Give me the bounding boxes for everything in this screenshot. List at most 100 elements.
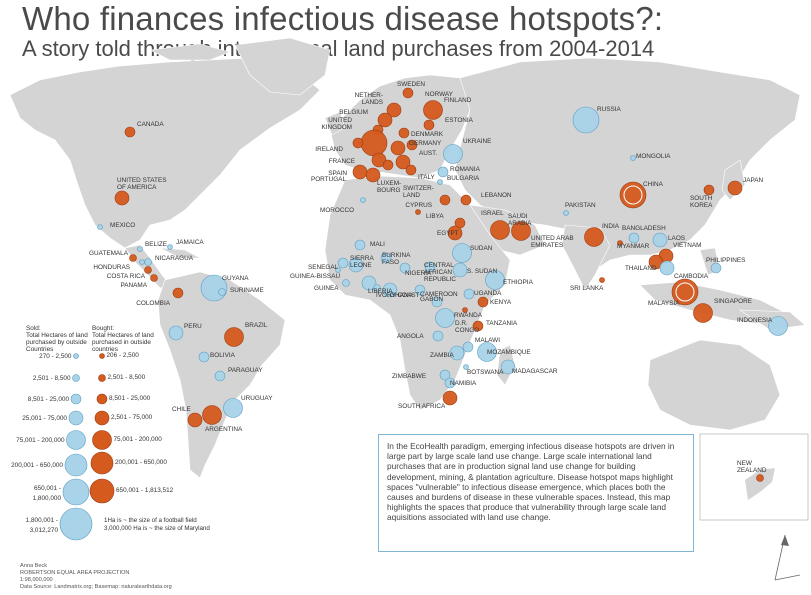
- scale-note: 1Ha is ~ the size of a football field 3,…: [104, 517, 210, 532]
- marker-united-arab-emirates: [511, 221, 531, 241]
- label-guyana: GUYANA: [222, 275, 249, 282]
- label-philippines: PHILIPPINES: [706, 257, 745, 264]
- marker-colombia: [172, 287, 184, 299]
- new-zealand-shape: [745, 468, 775, 500]
- label-ghana: GHANA: [390, 292, 413, 299]
- marker-south-africa: [442, 390, 458, 406]
- marker-belize: [137, 246, 143, 252]
- label-colombia: COLOMBIA: [136, 300, 170, 307]
- label-united-states-of-america: UNITED STATES OF AMERICA: [117, 177, 166, 191]
- legend-bought-header: Bought: Total Hectares of land purchased…: [92, 325, 154, 353]
- label-germany: GERMANY: [409, 140, 442, 147]
- country-labels: CANADA UNITED STATES OF AMERICA MEXICO GUATE…: [89, 81, 773, 433]
- marker-cameroon: [414, 284, 426, 296]
- marker-jamaica: [167, 244, 173, 250]
- marker-nether-lands: [377, 112, 393, 128]
- label-sierra-leone: SIERRA LEONE: [350, 255, 375, 269]
- label-suriname: SURINAME: [230, 287, 264, 294]
- label-brazil: BRAZIL: [245, 322, 268, 329]
- marker-namibia: [444, 377, 456, 389]
- legend-bought-range: 2,501 - 75,000: [111, 414, 153, 421]
- marker-denmark: [398, 127, 410, 139]
- label-nigeria: NIGERIA: [405, 270, 432, 277]
- marker-singapore: [693, 303, 713, 323]
- legend-bought-symbol: [92, 430, 112, 450]
- legend-sold-range: 2,501 - 8,500: [32, 375, 71, 382]
- label-vietnam: VIETNAM: [673, 242, 701, 249]
- marker-cambodia: [659, 260, 675, 276]
- marker-guinea: [342, 279, 350, 287]
- label-zimbabwe: ZIMBABWE: [392, 373, 426, 380]
- marker-mexico: [97, 224, 103, 230]
- credit-projection: ROBERTSON EQUAL AREA PROJECTION: [20, 570, 130, 576]
- marker-south-korea: [703, 184, 715, 196]
- description-box: In the EcoHealth paradigm, emerging infe…: [378, 434, 694, 552]
- marker-guinea-bissau: [335, 267, 341, 273]
- marker-estonia: [423, 119, 435, 131]
- label-indonesia: INDONESIA: [737, 317, 773, 324]
- legend-bought-symbol: [99, 353, 105, 359]
- marker-ukraine: [443, 144, 463, 164]
- country-markers: [97, 87, 788, 428]
- label-guinea: GUINEA: [314, 285, 339, 292]
- marker-suriname: [218, 288, 226, 296]
- legend-sold-range: 8,501 - 25,000: [27, 396, 69, 403]
- label-finland: FINLAND: [444, 97, 472, 104]
- label-zambia: ZAMBIA: [430, 352, 455, 359]
- legend-bought-range: 650,001 - 1,813,512: [116, 487, 174, 494]
- marker-honduras: [139, 259, 145, 265]
- land-mass: [9, 57, 321, 249]
- legend-sold-header: Sold: Total Hectares of land purchased b…: [26, 325, 88, 353]
- legend-sold-range: 270 - 2,500: [39, 353, 72, 360]
- label-honduras: HONDURAS: [93, 264, 130, 271]
- label-india: INDIA: [602, 223, 620, 230]
- page-subtitle: A story told through international land …: [22, 36, 655, 61]
- marker-mali: [354, 239, 366, 251]
- marker-burkina-faso: [380, 252, 392, 264]
- label-norway: NORWAY: [425, 91, 454, 98]
- marker-gabon: [431, 296, 443, 308]
- legend-sold-range: 25,001 - 75,000: [22, 415, 67, 422]
- label-china: CHINA: [643, 181, 664, 188]
- label-mali: MALI: [370, 241, 385, 248]
- marker-germany: [390, 140, 406, 156]
- label-canada: CANADA: [137, 121, 164, 128]
- marker-madagascar: [500, 359, 516, 375]
- marker-russia: [572, 106, 600, 134]
- marker-angola: [432, 330, 444, 342]
- marker-bulgaria: [437, 179, 443, 185]
- legend-sold-range: 200,001 - 650,000: [11, 462, 63, 469]
- marker-portugal: [352, 164, 368, 180]
- label-laos: LAOS: [668, 235, 685, 242]
- marker-kenya: [477, 296, 489, 308]
- label-egypt: EGYPT: [437, 230, 459, 237]
- label-uganda: UGANDA: [474, 290, 502, 297]
- label-s-sudan: S. SUDAN: [467, 268, 498, 275]
- legend-bought-range: 2,501 - 8,500: [107, 374, 146, 381]
- legend-bought-symbol: [90, 451, 114, 475]
- label-belize: BELIZE: [145, 241, 167, 248]
- label-chile: CHILE: [172, 406, 191, 413]
- label-saudi-arabia: SAUDI ARABIA: [508, 213, 532, 227]
- legend-sold-symbol: [64, 453, 88, 477]
- label-sweden: SWEDEN: [397, 81, 425, 88]
- marker-costa-rica: [144, 266, 152, 274]
- marker-laos: [652, 232, 668, 248]
- legend-bought-symbol: [96, 393, 108, 405]
- label-paraguay: PARAGUAY: [228, 367, 263, 374]
- marker-d-r-congo: [435, 308, 455, 328]
- label-portugal: PORTUGAL: [311, 176, 346, 183]
- marker-spain: [365, 167, 381, 183]
- label-namibia: NAMIBIA: [450, 380, 477, 387]
- label-central-african-republic: CENTRAL AFRICAN REPUBLIC: [424, 262, 456, 283]
- label-costa-rica: COSTA RICA: [107, 273, 146, 280]
- legend-bought-range: 200,001 - 650,000: [115, 459, 167, 466]
- credit-author: Anna Beck: [20, 563, 48, 569]
- marker-indonesia: [768, 316, 788, 336]
- label-lebanon: LEBANON: [481, 192, 512, 199]
- marker-bolivia: [198, 351, 210, 363]
- legend-bought-symbol: [98, 374, 106, 382]
- label-mexico: MEXICO: [110, 222, 135, 229]
- marker-lebanon: [460, 194, 472, 206]
- label-libya: LIBYA: [426, 213, 444, 220]
